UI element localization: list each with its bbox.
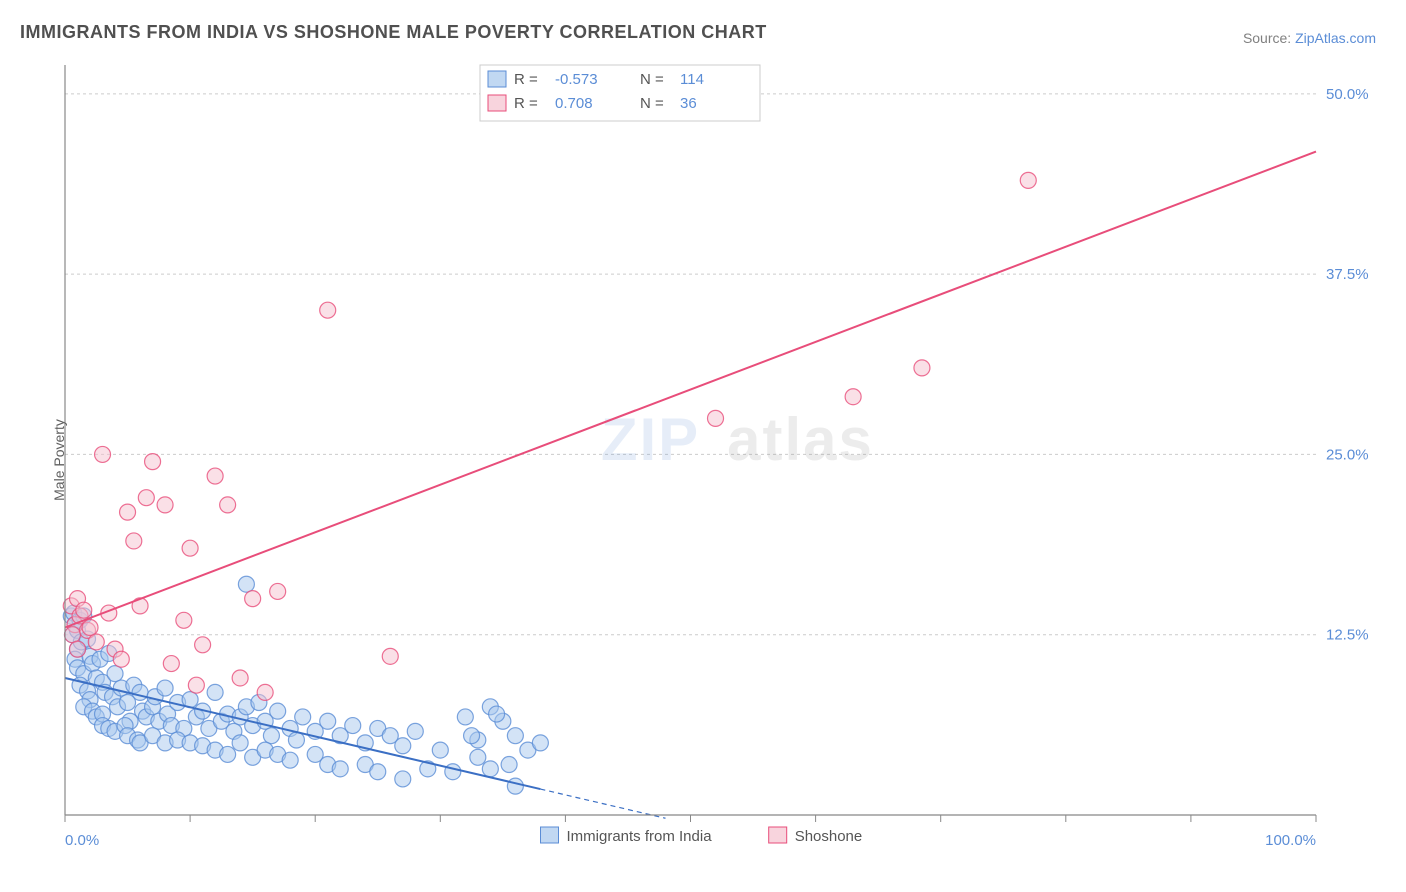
chart-area: Male Poverty 12.5% 25.0% 37.5% 50.0% ZIP atla… <box>20 55 1386 865</box>
data-point <box>345 718 361 734</box>
data-point <box>320 302 336 318</box>
source-attribution: Source: ZipAtlas.com <box>1243 30 1376 46</box>
data-point <box>295 709 311 725</box>
data-point <box>70 641 86 657</box>
data-point <box>82 620 98 636</box>
bottom-legend-swatch <box>769 827 787 843</box>
data-point <box>470 749 486 765</box>
data-point <box>113 651 129 667</box>
trend-line-dashed <box>540 789 665 818</box>
data-point <box>120 504 136 520</box>
data-point <box>257 684 273 700</box>
y-tick-label: 50.0% <box>1326 86 1369 103</box>
data-point <box>163 656 179 672</box>
data-point <box>708 410 724 426</box>
data-point <box>432 742 448 758</box>
data-point <box>220 746 236 762</box>
watermark-suffix: atlas <box>727 406 874 473</box>
data-point <box>263 728 279 744</box>
data-point <box>464 728 480 744</box>
legend-n-label: N = <box>640 95 664 112</box>
data-point <box>382 648 398 664</box>
data-point <box>182 540 198 556</box>
data-point <box>370 764 386 780</box>
data-point <box>176 612 192 628</box>
data-point <box>76 602 92 618</box>
data-point <box>457 709 473 725</box>
legend-swatch <box>488 95 506 111</box>
data-point <box>270 703 286 719</box>
data-point <box>332 761 348 777</box>
y-axis-label: Male Poverty <box>51 419 67 501</box>
y-tick-label: 12.5% <box>1326 627 1369 644</box>
source-link[interactable]: ZipAtlas.com <box>1295 30 1376 46</box>
bottom-legend-label: Shoshone <box>795 828 863 845</box>
source-prefix: Source: <box>1243 30 1295 46</box>
data-point <box>507 778 523 794</box>
data-point <box>232 735 248 751</box>
legend-r-value: 0.708 <box>555 95 593 112</box>
bottom-legend-label: Immigrants from India <box>567 828 713 845</box>
data-point <box>320 713 336 729</box>
legend-n-label: N = <box>640 71 664 88</box>
chart-title: IMMIGRANTS FROM INDIA VS SHOSHONE MALE P… <box>20 22 767 43</box>
legend-r-label: R = <box>514 95 538 112</box>
data-point <box>532 735 548 751</box>
data-point <box>157 497 173 513</box>
data-point <box>65 627 81 643</box>
data-point <box>95 446 111 462</box>
legend-r-label: R = <box>514 71 538 88</box>
legend-n-value: 36 <box>680 95 697 112</box>
data-point <box>914 360 930 376</box>
data-point <box>270 583 286 599</box>
data-point <box>501 757 517 773</box>
legend-r-value: -0.573 <box>555 71 598 88</box>
data-point <box>407 723 423 739</box>
legend-n-value: 114 <box>680 71 704 88</box>
data-point <box>207 468 223 484</box>
data-point <box>245 591 261 607</box>
y-tick-label: 37.5% <box>1326 266 1369 283</box>
legend-swatch <box>488 71 506 87</box>
data-point <box>138 490 154 506</box>
chart-svg: 12.5% 25.0% 37.5% 50.0% ZIP atlas 0.0% 100.0% R … <box>20 55 1386 865</box>
bottom-legend-swatch <box>541 827 559 843</box>
x-tick-label: 100.0% <box>1265 832 1316 849</box>
data-point <box>145 454 161 470</box>
data-point <box>1020 172 1036 188</box>
data-point <box>88 634 104 650</box>
data-point <box>489 706 505 722</box>
data-point <box>220 497 236 513</box>
data-point <box>238 576 254 592</box>
data-point <box>507 728 523 744</box>
data-point <box>232 670 248 686</box>
data-point <box>845 389 861 405</box>
data-point <box>207 684 223 700</box>
data-point <box>395 771 411 787</box>
data-point <box>157 680 173 696</box>
data-point <box>395 738 411 754</box>
y-tick-label: 25.0% <box>1326 446 1369 463</box>
trend-line <box>65 152 1316 628</box>
watermark: ZIP <box>601 406 700 473</box>
data-point <box>107 666 123 682</box>
data-point <box>126 533 142 549</box>
data-point <box>195 637 211 653</box>
x-tick-label: 0.0% <box>65 832 99 849</box>
data-point <box>188 677 204 693</box>
data-point <box>282 752 298 768</box>
data-point <box>288 732 304 748</box>
data-point <box>482 761 498 777</box>
data-point <box>445 764 461 780</box>
data-point <box>132 684 148 700</box>
